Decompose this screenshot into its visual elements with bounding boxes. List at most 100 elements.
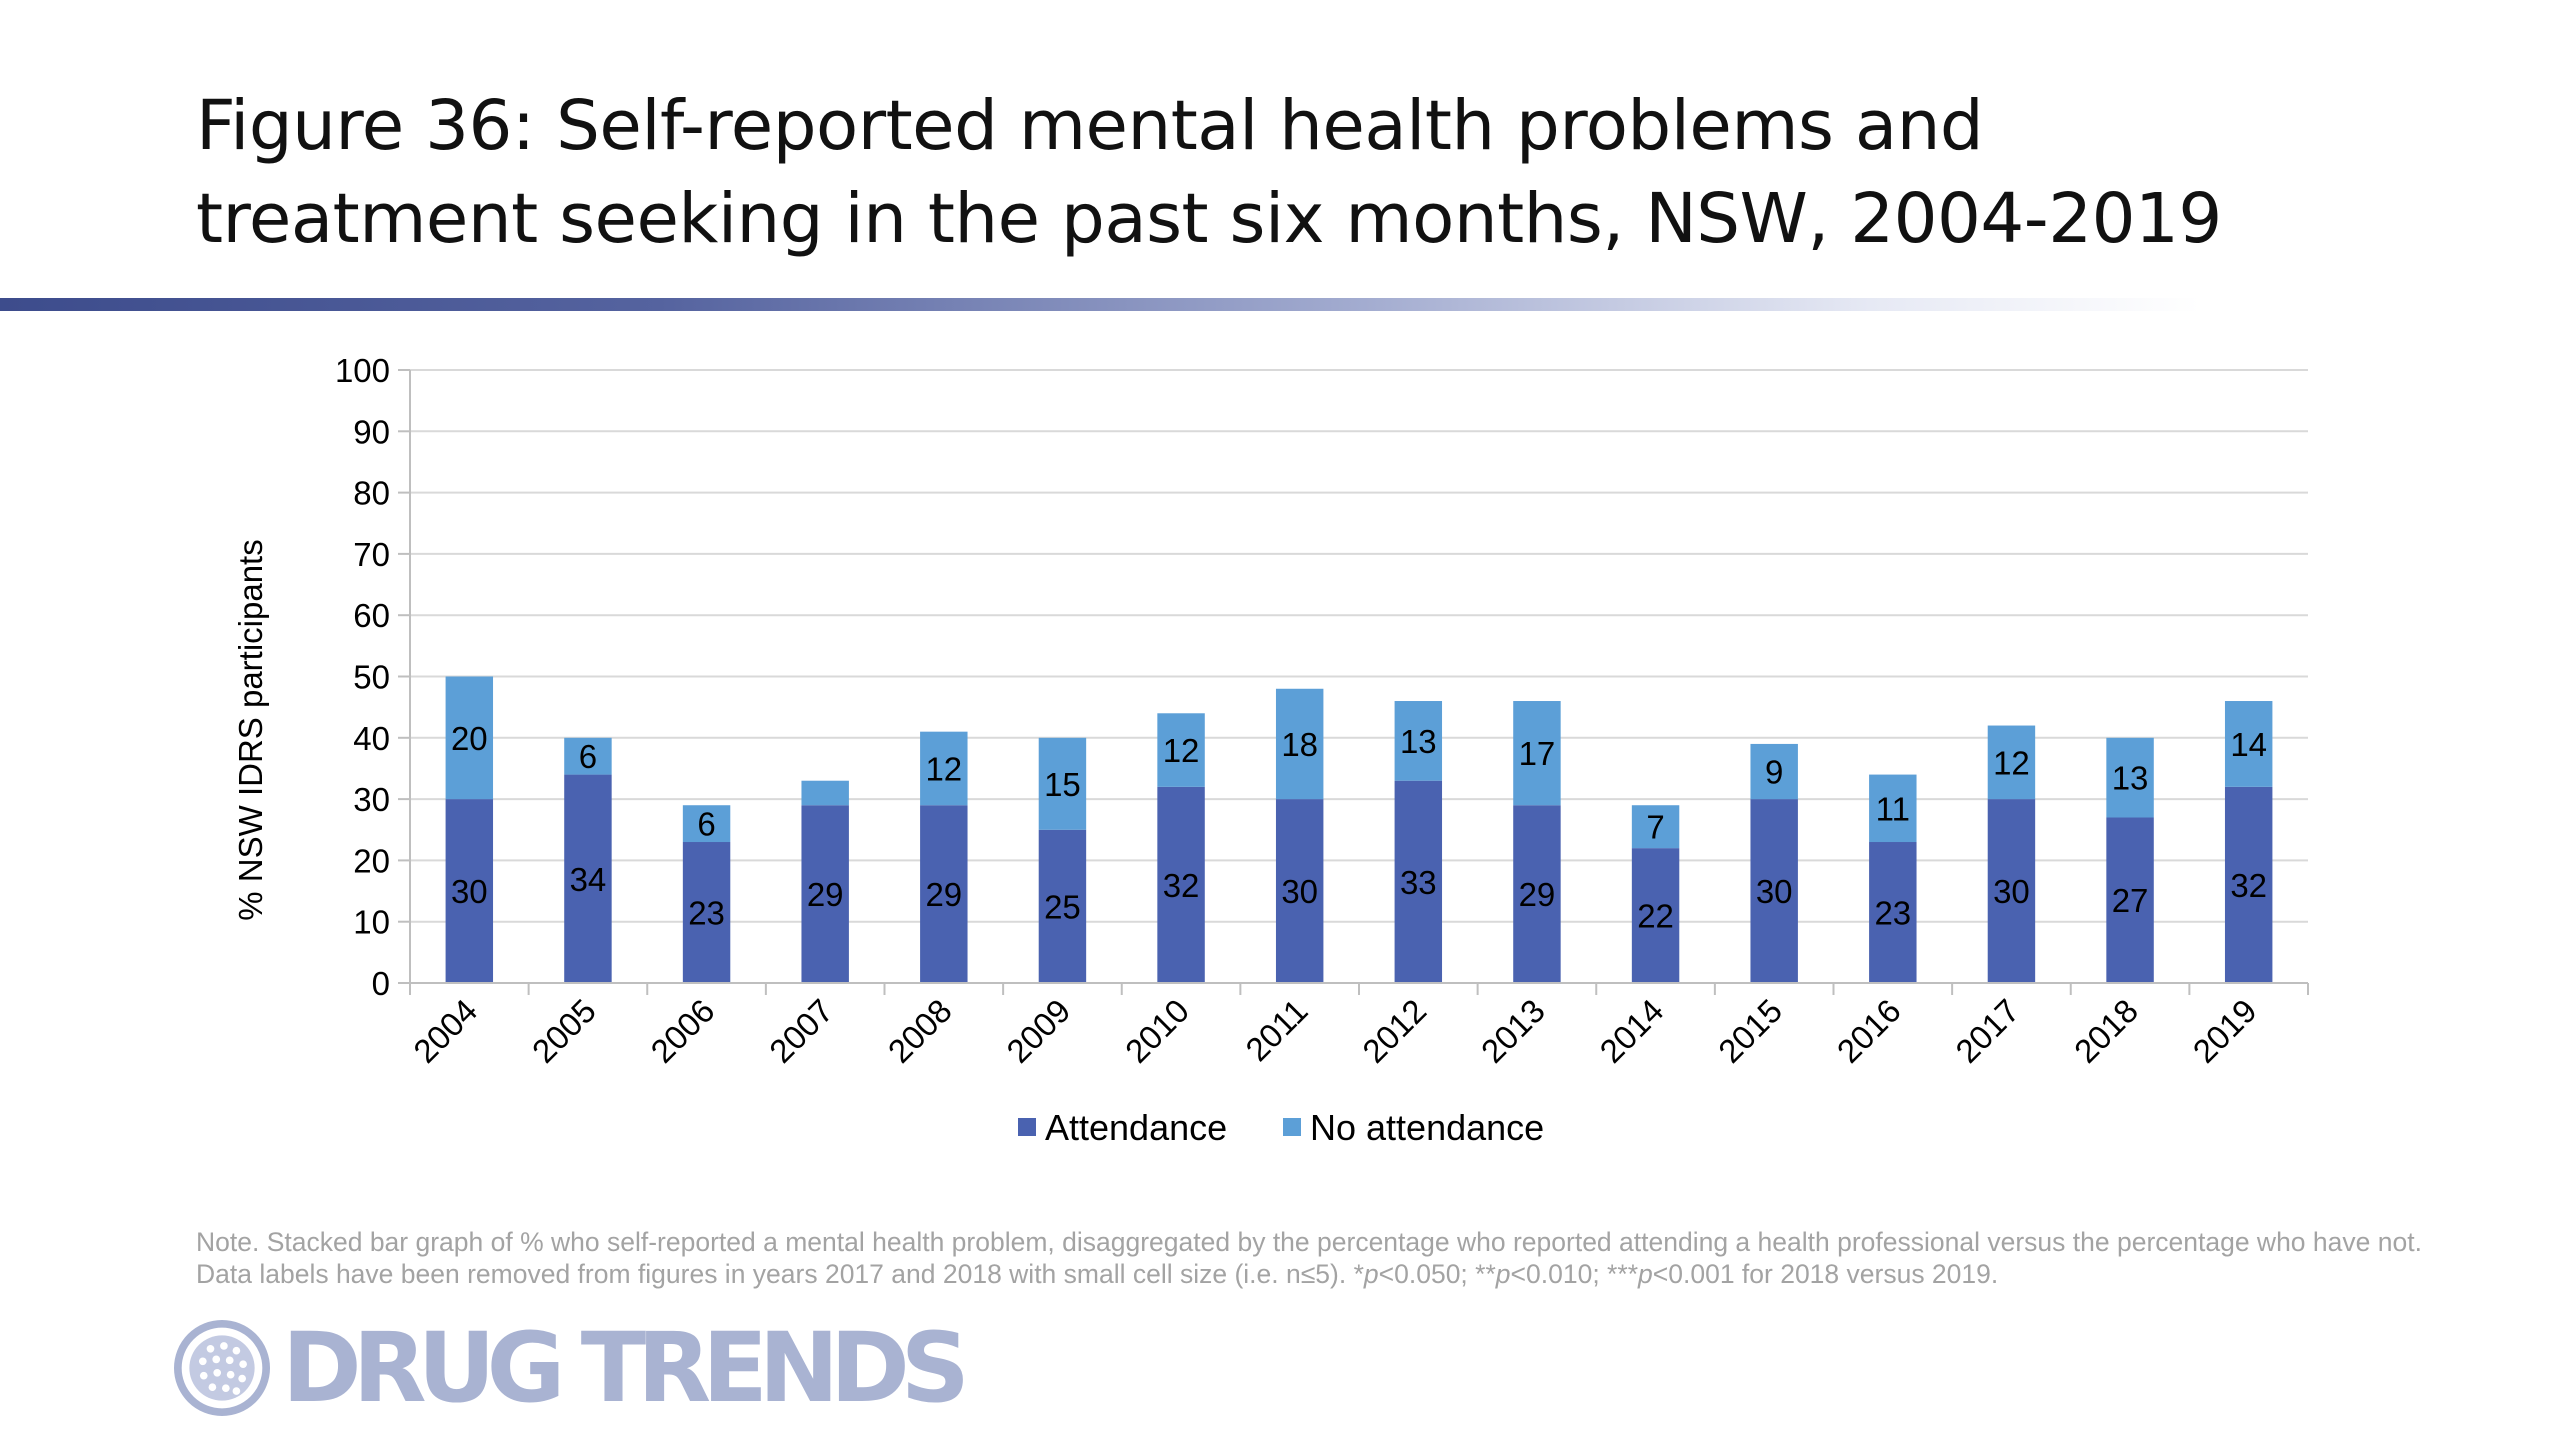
data-label-no-attendance: 9 [1765, 754, 1783, 791]
data-label-attendance: 29 [925, 876, 962, 913]
bar-segment-no-attendance [920, 731, 968, 806]
x-tick-label: 2018 [2067, 992, 2145, 1070]
legend-label-attendance: Attendance [1045, 1107, 1227, 1148]
figure-note: Note. Stacked bar graph of % who self-re… [196, 1226, 2426, 1290]
data-label-no-attendance: 13 [2112, 760, 2149, 797]
y-tick-label: 50 [353, 659, 390, 696]
note-text: <0.010; *** [1510, 1259, 1639, 1289]
bar-segment-no-attendance [1987, 725, 2036, 800]
y-axis-tick-labels: 0 10 20 30 40 50 60 70 80 90 100 [335, 352, 390, 1002]
x-tick-label: 2009 [999, 992, 1077, 1070]
data-label-no-attendance: 13 [1400, 723, 1437, 760]
bar-segment-no-attendance [1631, 805, 1680, 849]
data-label-attendance: 27 [2112, 882, 2149, 919]
note-p-value-symbol: p [1363, 1259, 1379, 1289]
x-tick-label: 2014 [1592, 992, 1670, 1070]
x-tick-label: 2016 [1830, 992, 1908, 1070]
data-label-attendance: 30 [1756, 873, 1793, 910]
y-tick-label: 40 [353, 720, 390, 757]
x-axis [409, 370, 2309, 995]
bars [445, 676, 2273, 983]
data-label-attendance: 29 [1519, 876, 1556, 913]
bar-segment-attendance [1750, 799, 1798, 983]
x-tick-label: 2011 [1238, 992, 1314, 1068]
data-label-no-attendance: 12 [1993, 744, 2030, 781]
data-label-attendance: 34 [570, 861, 607, 898]
x-tick-label: 2017 [1948, 992, 2026, 1070]
y-tick-label: 80 [353, 475, 390, 512]
bar-segment-no-attendance [2106, 737, 2154, 818]
data-label-attendance: 23 [1874, 895, 1911, 932]
x-tick-label: 2010 [1118, 992, 1196, 1070]
bar-segment-no-attendance [1513, 701, 1561, 806]
data-label-no-attendance: 12 [925, 750, 962, 787]
x-tick-label: 2006 [643, 992, 721, 1070]
x-tick-label: 2019 [2186, 992, 2264, 1070]
bar-segment-attendance [1513, 805, 1561, 983]
note-text: Note. Stacked bar graph of % who self-re… [196, 1227, 2422, 1289]
globe-icon [174, 1320, 270, 1416]
bar-segment-no-attendance [2224, 701, 2273, 787]
data-label-no-attendance: 7 [1646, 809, 1664, 846]
logo-wordmark: DRUG TRENDS [282, 1312, 970, 1424]
legend: Attendance No attendance [1018, 1107, 1544, 1148]
data-label-attendance: 32 [1163, 867, 1200, 904]
bar-segment-attendance [2224, 786, 2273, 983]
bar-segment-attendance [920, 805, 968, 983]
x-tick-label: 2013 [1474, 992, 1552, 1070]
legend-label-no-attendance: No attendance [1310, 1107, 1544, 1148]
drug-trends-logo: DRUG TRENDS [174, 1318, 1014, 1418]
bar-segment-no-attendance [1275, 688, 1324, 800]
slide-title: Figure 36: Self-reported mental health p… [196, 86, 2222, 259]
bar-segment-no-attendance [1157, 713, 1205, 787]
note-p-value-symbol: p [1638, 1259, 1653, 1289]
bar-segment-no-attendance [801, 780, 849, 806]
x-tick-label: 2004 [406, 992, 484, 1070]
bar-segment-no-attendance [1394, 701, 1443, 781]
data-label-attendance: 23 [688, 895, 725, 932]
bar-segment-attendance [1631, 848, 1680, 983]
data-label-no-attendance: 14 [2230, 726, 2267, 763]
data-label-no-attendance: 12 [1163, 732, 1200, 769]
note-p-value-symbol: p [1495, 1259, 1511, 1289]
data-label-attendance: 33 [1400, 864, 1437, 901]
data-label-attendance: 30 [451, 873, 488, 910]
bar-segment-attendance [801, 805, 849, 983]
data-label-attendance: 22 [1637, 898, 1674, 935]
data-labels: 30 20 34 6 23 6 29 29 12 25 15 32 12 30 18 33 13 29 17 22 7 3… [451, 720, 2267, 935]
data-label-no-attendance: 15 [1044, 766, 1081, 803]
data-label-attendance: 30 [1993, 873, 2030, 910]
bar-segment-no-attendance [564, 737, 612, 775]
legend-swatch-attendance [1018, 1118, 1036, 1136]
bar-segment-attendance [1038, 829, 1087, 983]
bar-segment-no-attendance [1750, 743, 1798, 800]
x-tick-label: 2015 [1711, 992, 1789, 1070]
data-label-no-attendance: 6 [579, 738, 597, 775]
y-tick-label: 30 [353, 781, 390, 818]
data-label-no-attendance: 6 [697, 806, 715, 843]
bar-segment-attendance [445, 799, 494, 983]
bar-segment-attendance [564, 774, 612, 983]
x-axis-tick-labels: 2004 2005 2006 2007 2008 2009 2010 2011 2012 2013… [406, 992, 2263, 1070]
title-underline-bar [0, 298, 2200, 311]
y-tick-label: 90 [353, 413, 390, 450]
x-tick-label: 2012 [1355, 992, 1433, 1070]
bar-segment-attendance [682, 842, 731, 983]
bar-segment-no-attendance [1869, 774, 1917, 843]
y-tick-label: 70 [353, 536, 390, 573]
data-label-attendance: 30 [1281, 873, 1318, 910]
x-tick-label: 2008 [881, 992, 959, 1070]
x-tick-label: 2007 [762, 992, 840, 1070]
data-label-attendance: 32 [2230, 867, 2267, 904]
data-label-no-attendance: 11 [1876, 790, 1910, 827]
bar-segment-attendance [1275, 799, 1324, 983]
data-label-no-attendance: 17 [1519, 735, 1556, 772]
bar-segment-attendance [1157, 786, 1205, 983]
y-tick-label: 100 [335, 352, 390, 389]
data-label-attendance: 25 [1044, 888, 1081, 925]
bar-segment-attendance [1869, 842, 1917, 983]
bar-segment-attendance [1394, 780, 1443, 983]
y-tick-label: 0 [372, 965, 390, 1002]
note-text: <0.050; ** [1378, 1259, 1496, 1289]
y-tick-label: 60 [353, 597, 390, 634]
